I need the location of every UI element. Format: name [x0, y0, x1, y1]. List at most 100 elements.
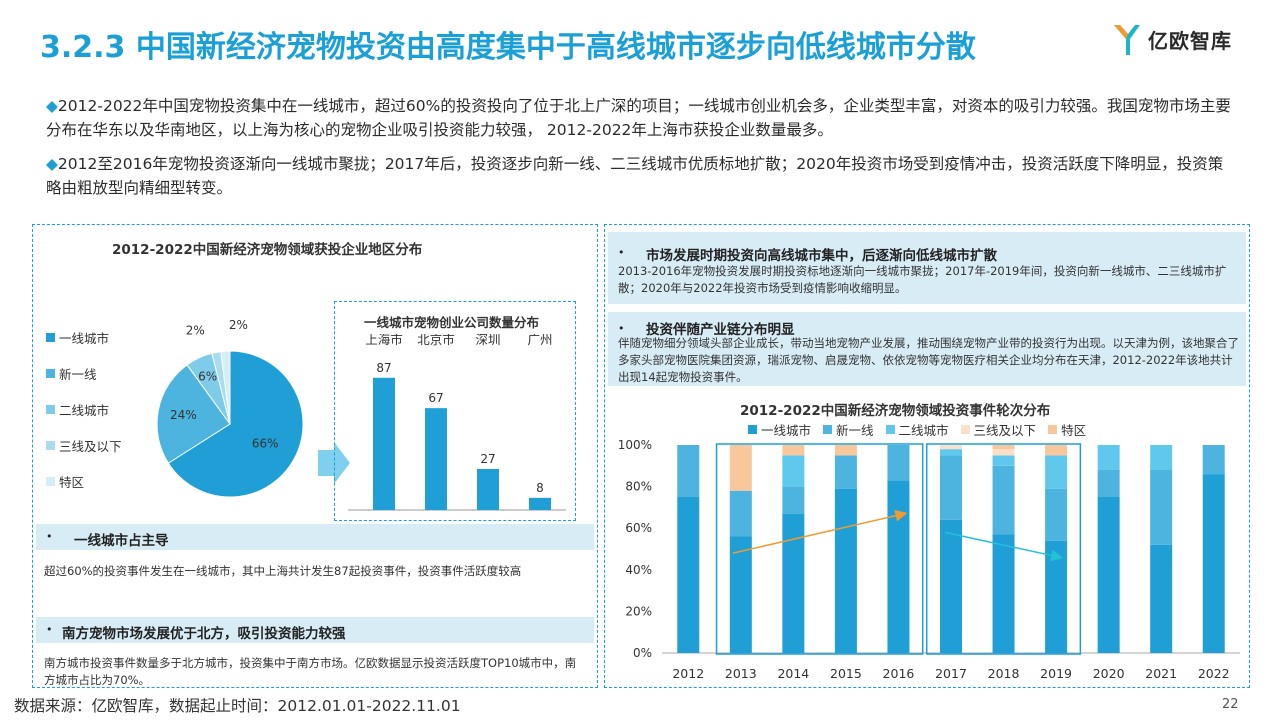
stacked-bar-segment [834, 445, 857, 456]
intro-text-2: 2012至2016年宠物投资逐渐向一线城市聚拢；2017年后，投资逐步向新一线、… [46, 155, 1224, 197]
pie-slice [156, 364, 231, 464]
legend-swatch [46, 369, 55, 378]
legend-label: 新一线 [59, 367, 97, 382]
stacked-bar-segment [1150, 469, 1173, 545]
logo-text: 亿欧智库 [1148, 28, 1232, 53]
bullet-dot-icon: • [46, 530, 53, 543]
stacked-bar-segment [992, 445, 1015, 450]
left-band-2-heading: 南方宠物市场发展优于北方，吸引投资能力较强 [62, 626, 346, 642]
stacked-bar-segment [1150, 445, 1173, 470]
x-tick-label: 2013 [725, 666, 757, 681]
legend-swatch [46, 441, 55, 450]
intro-text-1: 2012-2022年中国宠物投资集中在一线城市，超过60%的投资投向了位于北上广… [46, 97, 1231, 139]
stacked-bar-segment [677, 445, 700, 497]
bar-category-label: 上海市 [365, 334, 403, 347]
right-band-2 [608, 312, 1246, 386]
brand-logo: 亿欧智库 [1112, 20, 1232, 58]
page-title: 3.2.3 中国新经济宠物投资由高度集中于高线城市逐步向低线城市分散 [40, 30, 976, 65]
pie-legend-item: 三线及以下 [46, 436, 122, 455]
stacked-bar-segment [782, 455, 805, 487]
round-chart-title: 2012-2022中国新经济宠物领域投资事件轮次分布 [740, 403, 1051, 419]
pie-legend-item: 二线城市 [46, 400, 109, 419]
trend-arrow-down [944, 531, 1064, 562]
stacked-bar-segment [1202, 445, 1225, 475]
left-band-1-text: 超过60%的投资事件发生在一线城市，其中上海共计发生87起投资事件，投资事件活跃… [44, 564, 522, 578]
legend-label: 一线城市 [761, 423, 812, 438]
diamond-bullet-icon: ◆ [46, 97, 58, 115]
right-band-1-heading: 市场发展时期投资向高线城市集中，后逐渐向低线城市扩散 [646, 248, 997, 264]
highlight-box-2013-2016 [715, 443, 924, 655]
legend-swatch [46, 333, 55, 342]
y-tick-label: 100% [618, 438, 652, 452]
left-band-1-heading: 一线城市占主导 [74, 533, 169, 549]
stacked-bar-segment [992, 449, 1015, 456]
stacked-bar-segment [1097, 497, 1120, 653]
legend-swatch [46, 477, 55, 486]
logo-icon [1112, 21, 1142, 57]
x-tick-label: 2015 [830, 666, 862, 681]
legend-swatch [960, 425, 970, 434]
round-legend-item: 三线及以下 [960, 420, 1037, 439]
stacked-bar-segment [1045, 540, 1068, 653]
round-legend-item: 新一线 [823, 420, 874, 439]
legend-swatch [748, 425, 757, 434]
bar-category-label: 深圳 [475, 334, 500, 347]
stacked-bar-segment [992, 465, 1015, 535]
pie-data-label: 6% [198, 369, 217, 383]
legend-swatch [823, 425, 833, 434]
y-tick-label: 60% [625, 521, 652, 535]
stacked-bar-segment [1202, 474, 1225, 653]
bar [529, 497, 551, 510]
pie-data-label: 2% [186, 324, 205, 338]
left-band-2-text: 南方城市投资事件数量多于北方城市，投资集中于南方市场。亿欧数据显示投资活跃度TO… [44, 656, 577, 687]
stacked-bar-segment [1097, 469, 1120, 497]
bar [425, 408, 447, 510]
bar-data-label: 87 [376, 361, 391, 375]
pie-legend-item: 新一线 [46, 364, 97, 383]
left-band-1-header [36, 524, 594, 550]
pie-slice [220, 350, 231, 425]
legend-label: 特区 [1061, 423, 1087, 438]
x-tick-label: 2020 [1093, 666, 1125, 681]
stacked-bar-segment [1045, 445, 1068, 456]
bar-data-label: 8 [536, 481, 544, 495]
stacked-bar-segment [834, 488, 857, 653]
round-legend-item: 一线城市 [748, 420, 811, 439]
pie-data-label: 2% [229, 318, 248, 332]
stacked-bar-segment [940, 449, 962, 456]
round-chart-legend: 一线城市 新一线 二线城市 三线及以下 特区 [748, 420, 1098, 439]
bullet-dot-icon: • [46, 623, 53, 636]
x-tick-label: 2019 [1040, 666, 1072, 681]
stacked-bar-segment [940, 445, 962, 450]
stacked-bar-segment [782, 513, 805, 653]
pie-chart-title: 2012-2022中国新经济宠物领域获投企业地区分布 [112, 242, 423, 258]
stacked-bar-segment [992, 455, 1015, 466]
data-source: 数据来源：亿欧智库，数据起止时间：2012.01.01-2022.11.01 [14, 697, 461, 715]
y-tick-label: 20% [625, 604, 652, 618]
pie-data-label: 24% [170, 408, 197, 422]
stacked-bar-segment [940, 519, 962, 653]
bullet-dot-icon: • [618, 246, 625, 259]
stacked-bar-segment [834, 455, 857, 489]
legend-swatch [885, 425, 895, 434]
round-legend-item: 特区 [1048, 420, 1086, 439]
legend-label: 三线及以下 [973, 423, 1037, 438]
stacked-bar-segment [887, 480, 910, 653]
pie-legend-item: 特区 [46, 472, 84, 491]
bar-data-label: 67 [428, 391, 443, 405]
y-tick-label: 40% [625, 563, 652, 577]
x-tick-label: 2017 [935, 666, 967, 681]
right-band-2-text: 伴随宠物细分领域头部企业成长，带动当地宠物产业发展，推动围绕宠物产业带的投资行为… [618, 336, 1239, 384]
stacked-bar-segment [1045, 455, 1068, 489]
stacked-bar-segment [940, 455, 962, 520]
stacked-bar-segment [782, 445, 805, 456]
bar-category-label: 广州 [527, 334, 552, 347]
highlight-box-2017-2019 [925, 443, 1082, 655]
trend-arrow-up [732, 509, 908, 554]
y-tick-label: 0% [633, 646, 652, 660]
pie-slice [167, 350, 304, 498]
diamond-bullet-icon: ◆ [46, 155, 58, 173]
right-band-2-heading: 投资伴随产业链分布明显 [646, 322, 795, 338]
left-panel [32, 224, 598, 688]
left-band-2-header [36, 617, 594, 643]
